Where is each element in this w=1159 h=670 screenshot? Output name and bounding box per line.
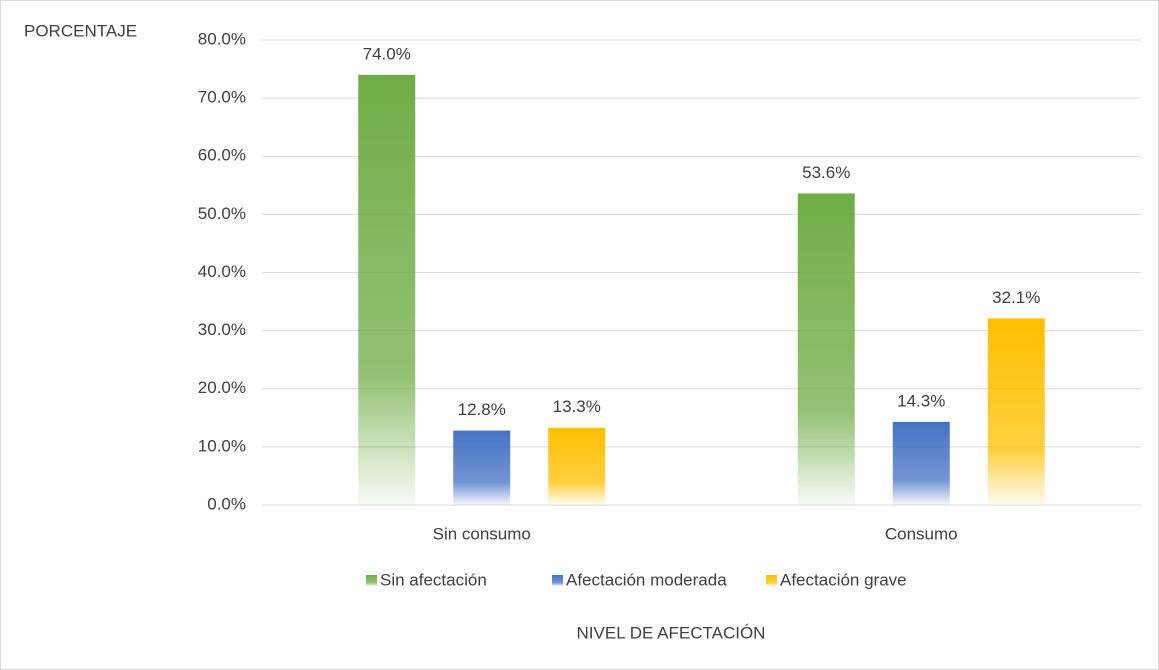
value-label: 53.6%	[802, 163, 850, 182]
y-tick-label: 0.0%	[207, 494, 246, 513]
y-tick-label: 40.0%	[198, 262, 246, 281]
y-tick-label: 10.0%	[198, 436, 246, 455]
y-tick-label: 20.0%	[198, 378, 246, 397]
bar	[987, 318, 1045, 505]
value-label: 32.1%	[992, 288, 1040, 307]
x-tick-label: Consumo	[885, 524, 958, 543]
y-tick-label: 50.0%	[198, 204, 246, 223]
y-tick-label: 30.0%	[198, 320, 246, 339]
legend-swatch	[366, 575, 377, 586]
bar	[358, 74, 416, 505]
y-tick-label: 80.0%	[198, 29, 246, 48]
legend-label: Afectación grave	[780, 570, 907, 589]
legend-swatch	[766, 575, 777, 586]
value-label: 12.8%	[458, 400, 506, 419]
y-axis-label: PORCENTAJE	[24, 21, 137, 40]
legend-label: Sin afectación	[380, 570, 487, 589]
y-tick-label: 60.0%	[198, 146, 246, 165]
x-tick-label: Sin consumo	[433, 524, 531, 543]
bar	[453, 430, 511, 505]
value-label: 13.3%	[553, 397, 601, 416]
y-tick-label: 70.0%	[198, 88, 246, 107]
x-axis-label: NIVEL DE AFECTACIÓN	[577, 623, 766, 642]
bar	[797, 193, 855, 505]
bar	[892, 421, 950, 505]
value-label: 74.0%	[363, 44, 411, 63]
legend-label: Afectación moderada	[566, 570, 727, 589]
value-label: 14.3%	[897, 391, 945, 410]
bar	[548, 427, 606, 505]
legend-swatch	[552, 575, 563, 586]
